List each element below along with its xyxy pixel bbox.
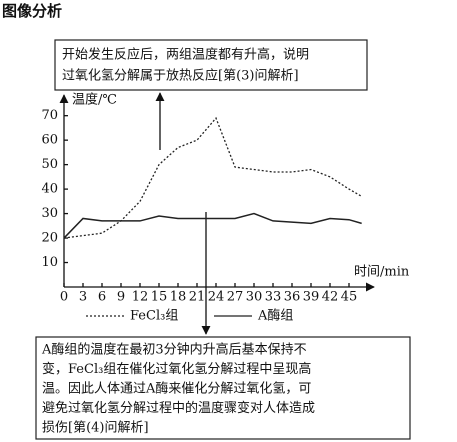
note-line: 开始发生反应后，两组温度都有升高，说明	[62, 47, 309, 63]
note-line: 避免过氧化氢分解过程中的温度骤变对人体造成	[42, 400, 315, 416]
x-tick-label: 6	[98, 290, 106, 305]
heading: 图像分析	[2, 2, 62, 20]
y-tick-label: 70	[41, 108, 58, 123]
y-axis-label: 温度/℃	[72, 92, 117, 108]
x-tick-label: 18	[170, 290, 187, 305]
series-line	[63, 116, 362, 239]
x-tick-label: 21	[189, 290, 206, 305]
legend-label: FeCl₃组	[130, 309, 178, 324]
x-tick-label: 33	[265, 290, 282, 305]
x-tick-label: 30	[246, 290, 263, 305]
x-tick-label: 27	[227, 290, 244, 305]
x-axis-label: 时间/min	[354, 265, 410, 280]
top-note-box	[54, 39, 368, 91]
x-tick-label: 36	[284, 290, 301, 305]
x-tick-label: 15	[151, 290, 168, 305]
x-tick-label: 39	[303, 290, 320, 305]
y-tick-label: 30	[41, 206, 58, 221]
x-tick-label: 24	[208, 290, 225, 305]
x-tick-label: 9	[117, 290, 125, 305]
y-tick-label: 20	[41, 231, 58, 246]
x-tick-label: 3	[79, 290, 87, 305]
y-tick-label: 40	[41, 182, 58, 197]
note-line: 温。因此人体通过A酶来催化分解过氧化氢，可	[42, 381, 311, 397]
y-tick-label: 60	[41, 133, 58, 148]
note-line: A酶组的温度在最初3分钟内升高后基本保持不	[41, 342, 307, 358]
y-tick-label: 50	[41, 157, 58, 172]
bottom-note-box	[35, 336, 411, 440]
legend-label: A酶组	[257, 308, 293, 324]
y-tick-label: 10	[41, 255, 58, 270]
x-tick-label: 0	[60, 290, 68, 305]
series-line	[63, 212, 362, 239]
note-line: 损伤[第(4)问解析]	[42, 421, 149, 436]
x-tick-label: 45	[341, 290, 358, 305]
note-line: 过氧化氢分解属于放热反应[第(3)问解析]	[62, 68, 299, 84]
x-tick-label: 42	[322, 290, 339, 305]
x-tick-label: 12	[132, 290, 149, 305]
note-line: 变，FeCl₃组在催化过氧化氢分解过程中呈现高	[42, 361, 311, 377]
